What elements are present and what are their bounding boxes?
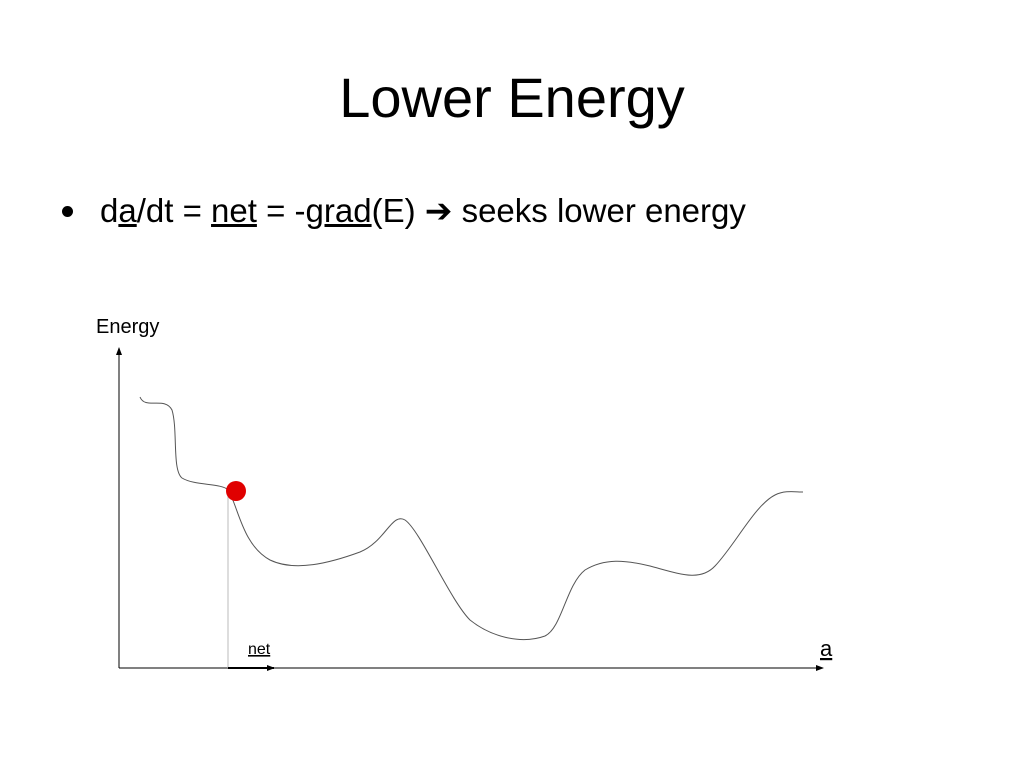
slide-title: Lower Energy xyxy=(339,66,685,129)
energy-curve xyxy=(139,396,804,641)
bullet-segment: seeks lower energy xyxy=(452,192,746,229)
bullet-segment: d xyxy=(100,192,119,229)
bullet-segment: /dt = xyxy=(136,192,212,229)
bullet-segment: net xyxy=(211,192,257,229)
bullet-segment: = - xyxy=(256,192,306,229)
bullet-text: da/dt = net = -grad(E) ➔ seeks lower ene… xyxy=(100,191,746,231)
x-axis-label: a xyxy=(820,636,833,661)
bullet-segment: (E) xyxy=(371,192,425,229)
bullet-segment: grad xyxy=(305,192,372,229)
arrow-label: net xyxy=(248,641,271,658)
bullet-segment: ➔ xyxy=(424,192,453,229)
bullet-marker xyxy=(62,206,73,217)
state-point xyxy=(226,481,246,501)
bullet-segment: a xyxy=(118,192,137,229)
y-axis-label: Energy xyxy=(96,316,159,338)
